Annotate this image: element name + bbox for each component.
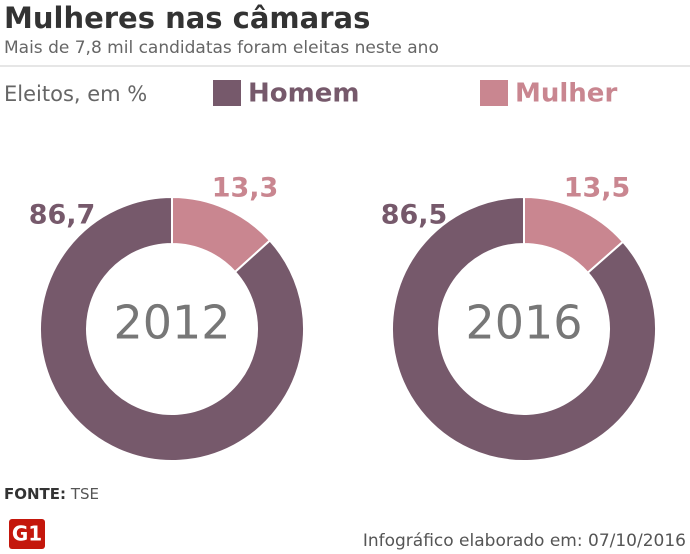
subtitle: Mais de 7,8 mil candidatas foram eleitas… <box>4 38 439 58</box>
title: Mulheres nas câmaras <box>4 1 370 35</box>
source: FONTE: TSE <box>4 485 99 503</box>
legend-swatch <box>213 80 241 106</box>
center-label: 2012 <box>113 296 230 350</box>
logo-box <box>9 519 45 549</box>
value-label: 13,5 <box>564 173 631 204</box>
legend-label: Mulher <box>515 79 617 109</box>
source-text: TSE <box>70 485 99 503</box>
unit-label: Eleitos, em % <box>4 82 147 106</box>
value-label: 13,3 <box>212 173 279 204</box>
legend-label: Homem <box>248 79 359 109</box>
donut-slice <box>39 195 305 462</box>
center-label: 2016 <box>465 296 582 350</box>
donut-slice <box>391 195 657 462</box>
legend-swatch <box>480 80 508 106</box>
source-label: FONTE: <box>4 485 66 503</box>
value-label: 86,7 <box>29 200 96 231</box>
credit: Infográfico elaborado em: 07/10/2016 <box>363 531 686 551</box>
value-label: 86,5 <box>381 200 448 231</box>
logo: G1 <box>12 522 42 546</box>
